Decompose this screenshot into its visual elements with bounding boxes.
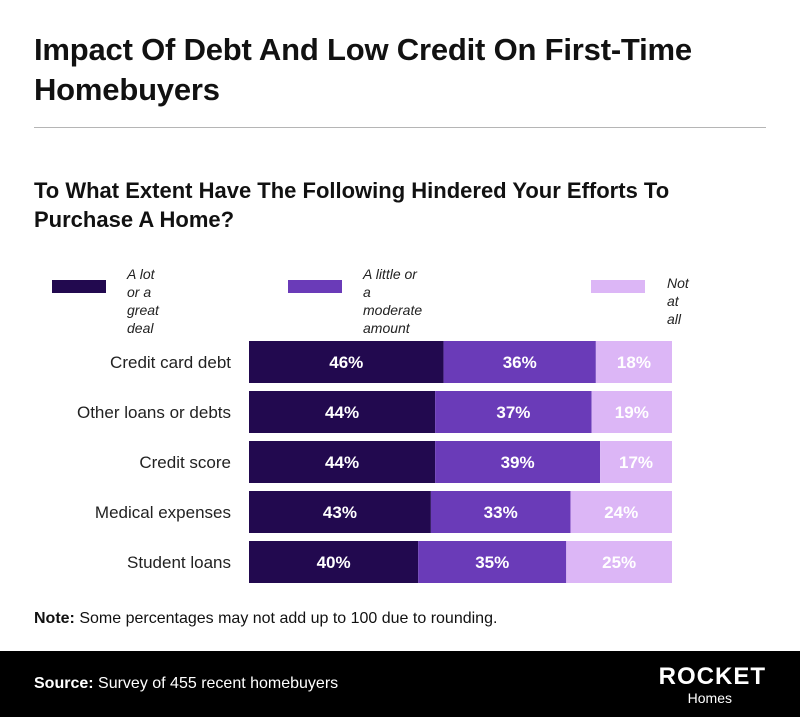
bar-segment xyxy=(600,441,672,483)
data-label: 46% xyxy=(329,353,363,372)
bar-segment xyxy=(443,341,596,383)
footer: Source: Survey of 455 recent homebuyers … xyxy=(0,651,800,717)
source-text: Source: Survey of 455 recent homebuyers xyxy=(34,675,338,693)
data-label: 36% xyxy=(503,353,537,372)
bar-segment xyxy=(435,441,601,483)
data-label: 24% xyxy=(604,503,638,522)
data-label: 33% xyxy=(484,503,518,522)
data-label: 44% xyxy=(325,403,359,422)
data-label: 25% xyxy=(602,553,636,572)
source-value: Survey of 455 recent homebuyers xyxy=(93,675,339,692)
bar-segment xyxy=(430,491,571,533)
category-label: Student loans xyxy=(127,553,231,572)
legend-label-moderate: A little or a moderate amount xyxy=(363,266,423,336)
bar-segment xyxy=(595,341,672,383)
bar-segment xyxy=(249,441,436,483)
legend-swatch-not-at-all xyxy=(591,280,645,293)
rocket-homes-logo: ROCKET Homes xyxy=(646,663,766,709)
data-label: 44% xyxy=(325,453,359,472)
bar-segment xyxy=(591,391,672,433)
bar-segment xyxy=(249,391,436,433)
legend-label-not-at-all: Not at all xyxy=(667,275,689,327)
bar-segment xyxy=(435,391,592,433)
bar-segment xyxy=(249,491,431,533)
bar-segment xyxy=(249,341,444,383)
bar-segment xyxy=(570,491,672,533)
data-label: 35% xyxy=(475,553,509,572)
logo-subtext: Homes xyxy=(687,690,732,706)
legend-swatch-great-deal xyxy=(52,280,106,293)
legend-swatch-moderate xyxy=(288,280,342,293)
bar-segment xyxy=(249,541,419,583)
stacked-bar-chart: Credit card debt 46% 36% 18% Other loans or … xyxy=(77,341,672,583)
data-label: 40% xyxy=(317,553,351,572)
legend-label-great-deal: A lot or a great deal xyxy=(127,266,159,336)
data-label: 19% xyxy=(615,403,649,422)
logo-wordmark: ROCKET xyxy=(658,663,766,690)
note: Note: Some percentages may not add up to… xyxy=(34,610,497,628)
data-label: 18% xyxy=(617,353,651,372)
bar-segment xyxy=(418,541,567,583)
page-title: Impact Of Debt And Low Credit On First-T… xyxy=(34,32,692,107)
category-label: Credit score xyxy=(139,453,231,472)
bar-segment xyxy=(566,541,672,583)
category-label: Credit card debt xyxy=(110,353,231,372)
chart-title: To What Extent Have The Following Hinder… xyxy=(34,178,670,232)
source-label: Source: xyxy=(34,675,94,692)
data-label: 17% xyxy=(619,453,653,472)
category-label: Medical expenses xyxy=(95,503,231,522)
note-text: Some percentages may not add up to 100 d… xyxy=(74,610,498,627)
category-label: Other loans or debts xyxy=(77,403,231,422)
data-label: 39% xyxy=(501,453,535,472)
title-divider xyxy=(34,127,766,128)
note-label: Note: xyxy=(34,610,75,627)
data-label: 43% xyxy=(323,503,357,522)
data-label: 37% xyxy=(496,403,530,422)
